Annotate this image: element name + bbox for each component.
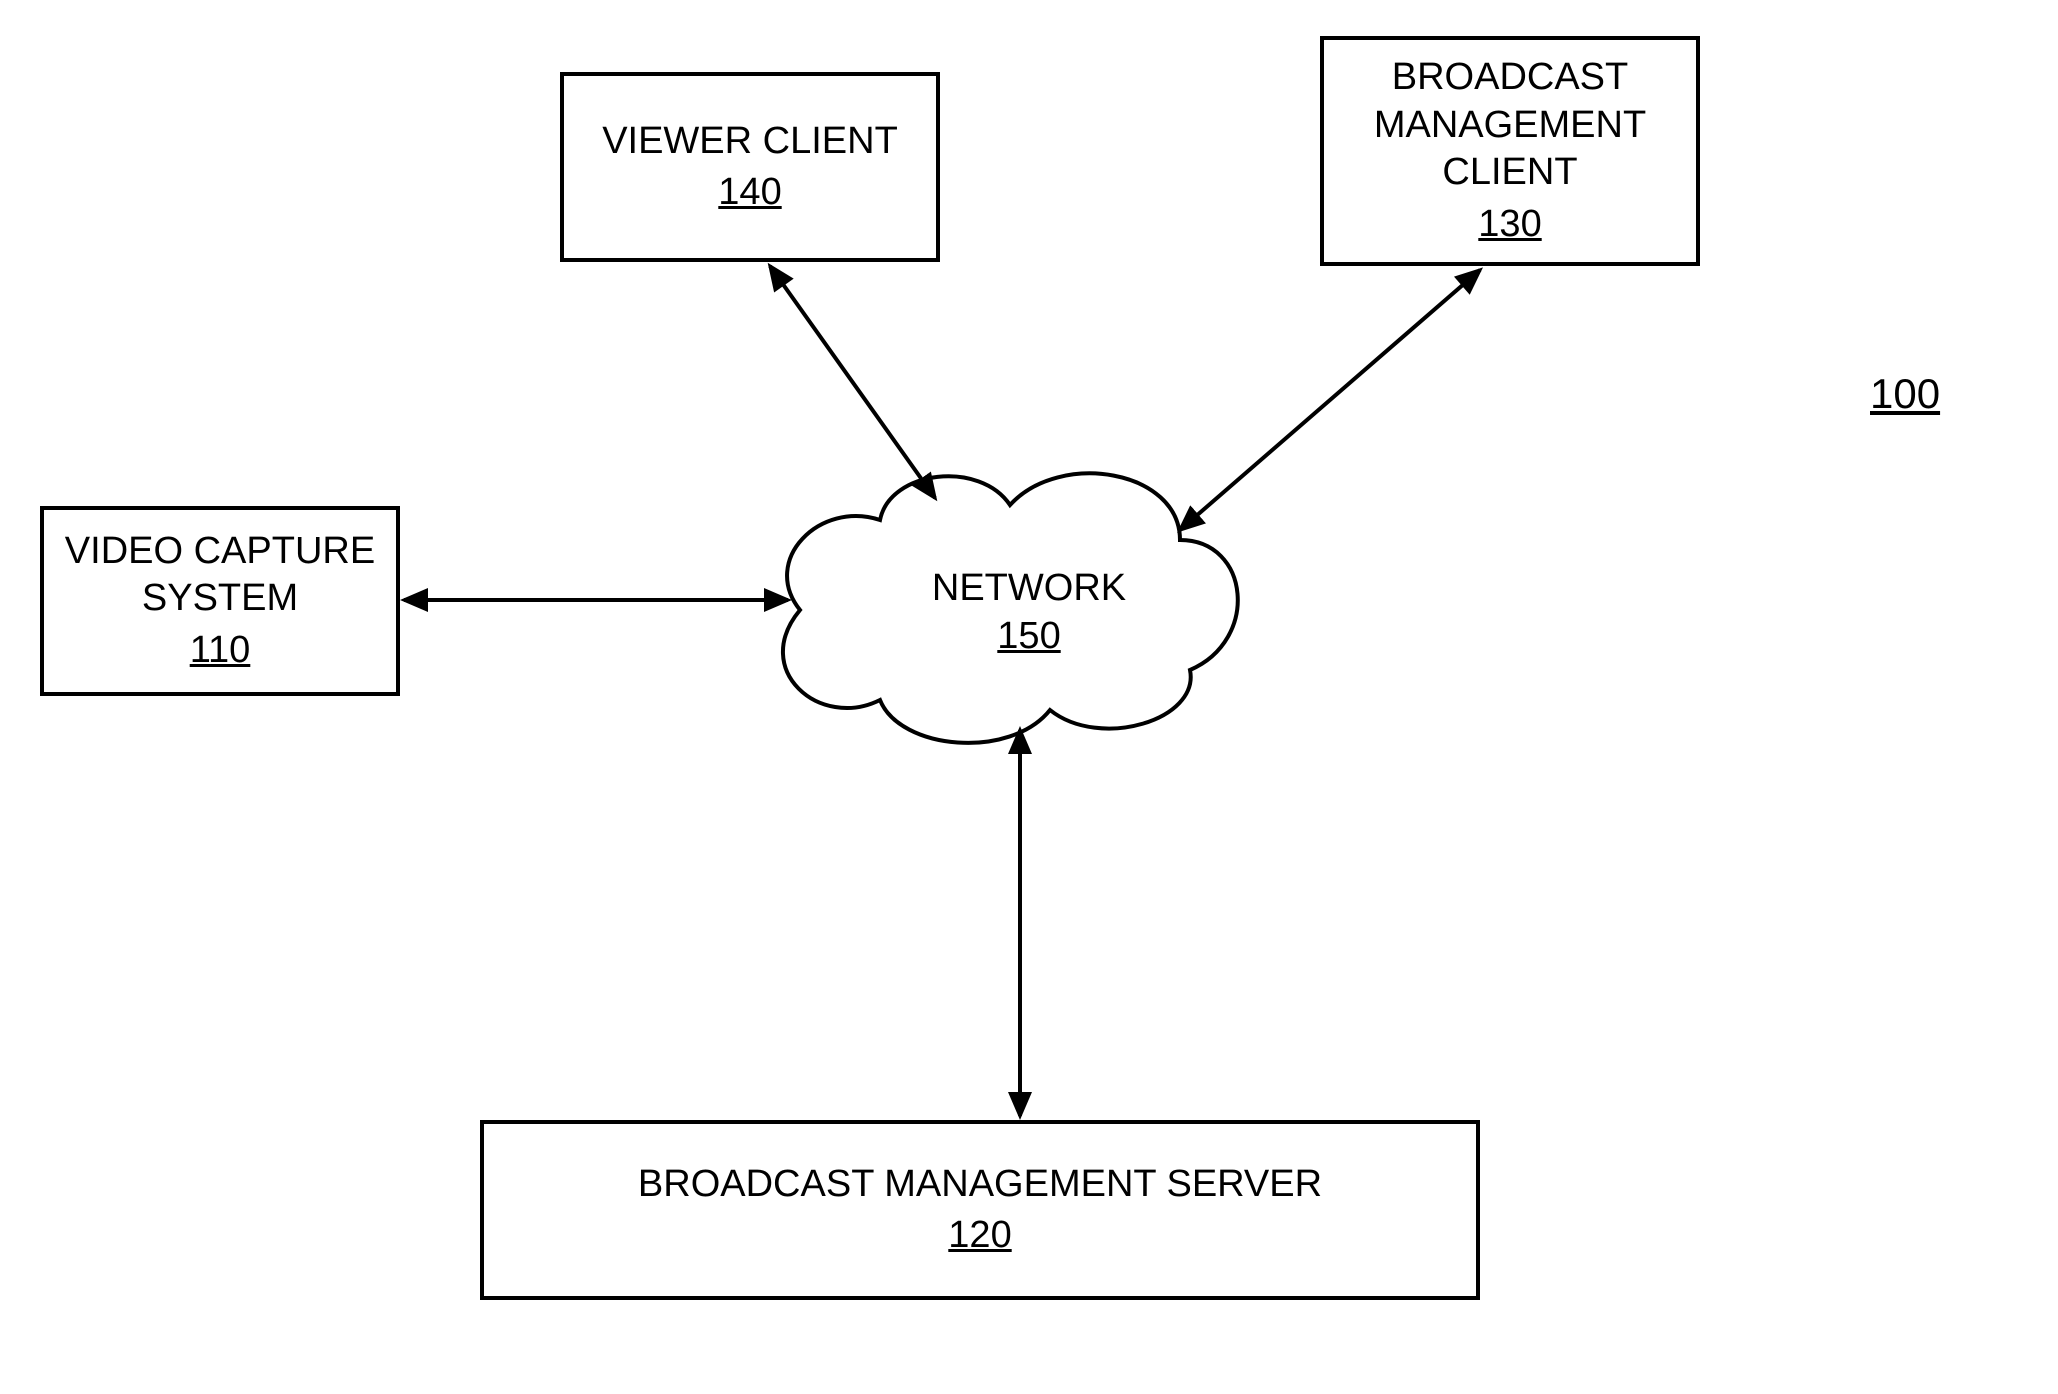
node-ref: 150 bbox=[997, 615, 1060, 657]
node-label: NETWORK 150 bbox=[0, 565, 2058, 660]
node-network-cloud: NETWORK 150 bbox=[0, 0, 2058, 1389]
figure-reference-number: 100 bbox=[1870, 370, 1940, 418]
node-title-line: NETWORK bbox=[932, 567, 1126, 609]
figure-ref-text: 100 bbox=[1870, 370, 1940, 417]
cloud-icon bbox=[0, 0, 2058, 1389]
diagram-canvas: VIDEO CAPTURE SYSTEM 110 VIEWER CLIENT 1… bbox=[0, 0, 2058, 1389]
